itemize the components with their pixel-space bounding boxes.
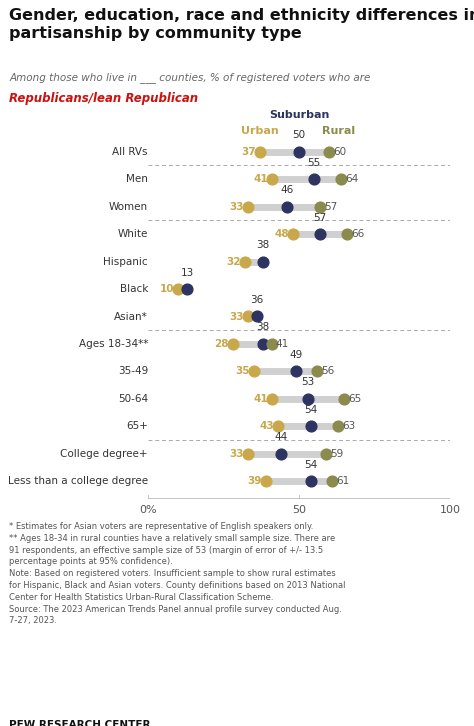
Point [277,448,285,460]
Point [253,311,261,322]
Text: Less than a college degree: Less than a college degree [8,476,148,486]
Text: 38: 38 [256,322,269,333]
Text: Women: Women [109,202,148,212]
Point [174,283,182,295]
Text: 43: 43 [260,421,274,431]
Point [259,338,266,350]
Text: 54: 54 [304,460,318,470]
Text: Gender, education, race and ethnicity differences in
partisanship by community t: Gender, education, race and ethnicity di… [9,8,474,41]
Point [241,256,248,267]
Point [337,174,345,185]
Point [344,228,351,240]
Point [316,228,324,240]
Text: 60: 60 [333,147,346,157]
Text: 46: 46 [280,185,293,195]
Point [304,393,312,404]
Text: 0%: 0% [139,505,157,515]
Point [283,201,291,213]
Text: 65+: 65+ [126,421,148,431]
Text: 53: 53 [301,378,315,388]
Point [326,146,333,158]
Text: Republicans/lean Republican: Republicans/lean Republican [9,92,199,105]
Text: Black: Black [119,284,148,294]
Text: 41: 41 [254,394,268,404]
Point [335,420,342,432]
Text: 33: 33 [229,311,244,322]
Text: 10: 10 [160,284,174,294]
Text: 66: 66 [351,229,364,239]
Point [229,338,237,350]
Text: 63: 63 [342,421,355,431]
Text: 36: 36 [250,295,264,305]
Text: Ages 18-34**: Ages 18-34** [79,339,148,349]
Text: 39: 39 [248,476,262,486]
Text: 50: 50 [292,130,306,140]
Point [274,420,282,432]
Point [340,393,348,404]
Text: 57: 57 [313,213,327,223]
Text: 49: 49 [289,350,302,360]
Point [295,146,303,158]
Point [250,366,257,378]
Text: 33: 33 [229,449,244,459]
Text: 28: 28 [214,339,229,349]
Point [289,228,297,240]
Point [292,366,300,378]
Text: Men: Men [126,174,148,184]
Text: 41: 41 [275,339,289,349]
Text: Rural: Rural [322,126,355,136]
Text: 35: 35 [236,367,250,376]
Text: 35-49: 35-49 [118,367,148,376]
Point [328,476,336,487]
Point [268,338,275,350]
Text: 55: 55 [308,158,321,168]
Text: 50: 50 [292,505,306,515]
Text: 32: 32 [227,256,241,266]
Point [183,283,191,295]
Point [262,476,270,487]
Text: 48: 48 [275,229,289,239]
Point [322,448,330,460]
Text: Suburban: Suburban [269,110,329,120]
Text: * Estimates for Asian voters are representative of English speakers only.
** Age: * Estimates for Asian voters are represe… [9,522,346,625]
Text: College degree+: College degree+ [61,449,148,459]
Text: Urban: Urban [241,126,279,136]
Text: 33: 33 [229,202,244,212]
Text: 38: 38 [256,240,269,250]
Text: 100: 100 [439,505,461,515]
Text: PEW RESEARCH CENTER: PEW RESEARCH CENTER [9,720,151,726]
Point [259,256,266,267]
Text: 65: 65 [348,394,361,404]
Text: 59: 59 [330,449,343,459]
Point [307,476,315,487]
Text: 50-64: 50-64 [118,394,148,404]
Text: 57: 57 [324,202,337,212]
Text: All RVs: All RVs [112,147,148,157]
Point [244,448,251,460]
Text: White: White [118,229,148,239]
Point [313,366,321,378]
Point [310,174,318,185]
Text: Among those who live in ___ counties, % of registered voters who are: Among those who live in ___ counties, % … [9,72,371,83]
Point [256,146,264,158]
Text: Hispanic: Hispanic [103,256,148,266]
Point [268,393,275,404]
Point [268,174,275,185]
Point [316,201,324,213]
Text: 56: 56 [321,367,334,376]
Text: 41: 41 [254,174,268,184]
Point [244,201,251,213]
Point [307,420,315,432]
Point [244,311,251,322]
Text: 44: 44 [274,432,288,442]
Text: Asian*: Asian* [114,311,148,322]
Text: 37: 37 [241,147,256,157]
Text: 64: 64 [345,174,358,184]
Text: 61: 61 [336,476,349,486]
Text: 54: 54 [304,405,318,415]
Text: 13: 13 [181,267,194,277]
